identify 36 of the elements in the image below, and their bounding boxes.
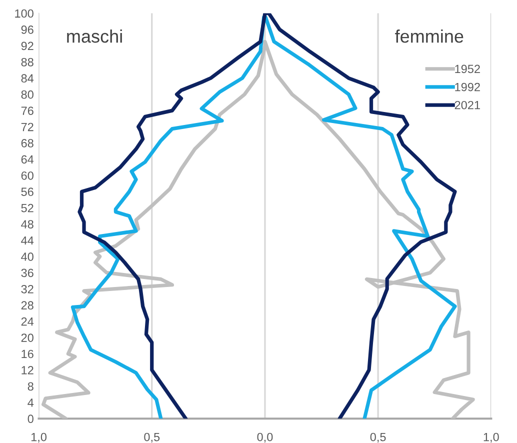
y-tick-label: 76 bbox=[21, 106, 34, 115]
y-tick-label: 84 bbox=[21, 74, 34, 83]
x-tick-label: 0,5 bbox=[144, 432, 160, 443]
x-tick-label: 1,0 bbox=[484, 432, 499, 443]
y-tick-label: 16 bbox=[22, 350, 34, 358]
x-tick-label: 0,5 bbox=[370, 432, 386, 443]
y-tick-label: 44 bbox=[21, 236, 34, 245]
y-tick-label: 80 bbox=[21, 90, 34, 99]
y-tick-label: 40 bbox=[21, 252, 34, 261]
y-tick-label: 36 bbox=[21, 268, 34, 278]
annotation: maschi bbox=[67, 30, 122, 43]
y-tick-label: 20 bbox=[21, 334, 34, 342]
legend-label: 2021 bbox=[454, 100, 480, 110]
y-tick-label: 56 bbox=[21, 188, 34, 196]
y-tick-label: 72 bbox=[21, 122, 34, 132]
x-tick-label: 1,0 bbox=[31, 432, 47, 443]
y-tick-label: 28 bbox=[21, 301, 34, 310]
y-tick-label: 92 bbox=[21, 42, 34, 50]
legend-label: 1992 bbox=[455, 82, 480, 92]
y-tick-label: 48 bbox=[21, 220, 34, 228]
annotation: femmine bbox=[395, 30, 464, 43]
legend-label: 1952 bbox=[455, 64, 480, 74]
y-tick-label: 52 bbox=[21, 204, 34, 212]
y-tick-label: 24 bbox=[21, 317, 34, 326]
y-tick-label: 8 bbox=[28, 382, 34, 391]
y-tick-label: 4 bbox=[28, 398, 34, 407]
y-tick-label: 88 bbox=[21, 58, 34, 66]
y-tick-label: 96 bbox=[21, 26, 34, 34]
y-tick-label: 12 bbox=[22, 366, 34, 374]
y-tick-label: 64 bbox=[21, 155, 34, 164]
x-tick-label: 0,0 bbox=[257, 432, 273, 443]
y-tick-label: 0 bbox=[28, 414, 34, 424]
y-tick-label: 60 bbox=[21, 171, 34, 180]
y-tick-label: 68 bbox=[21, 139, 34, 148]
y-tick-label: 100 bbox=[15, 9, 34, 18]
y-tick-label: 32 bbox=[21, 284, 34, 294]
